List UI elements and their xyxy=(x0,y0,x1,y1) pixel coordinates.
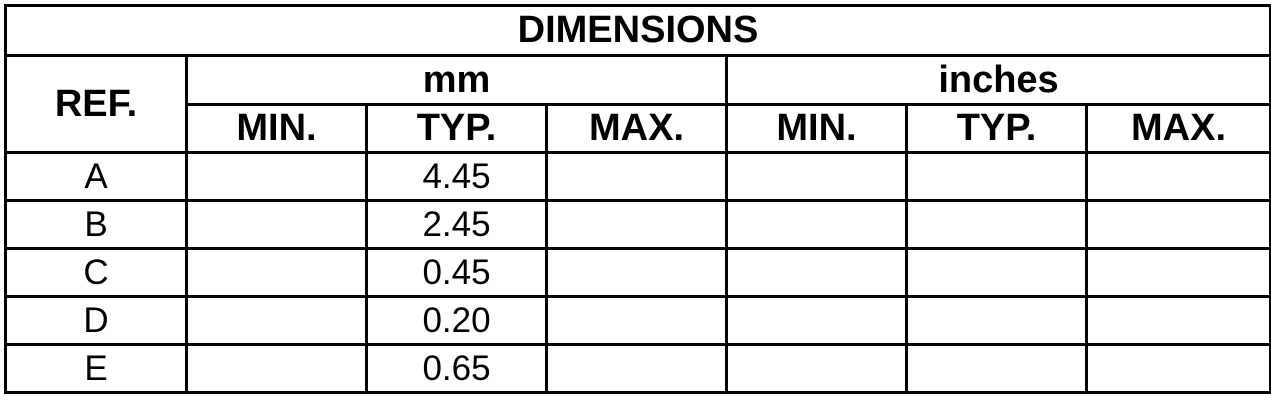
cell-mm-max xyxy=(545,247,728,298)
mm-typ-header: TYP. xyxy=(365,103,548,154)
inch-min-header: MIN. xyxy=(725,103,908,154)
cell-mm-max xyxy=(545,199,728,250)
cell-ref: B xyxy=(4,199,188,250)
table-row: B 2.45 xyxy=(4,199,1271,250)
inches-header: inches xyxy=(724,54,1271,106)
cell-mm-min xyxy=(185,343,368,394)
cell-mm-min xyxy=(185,199,368,250)
cell-in-min xyxy=(725,199,908,250)
table-row: D 0.20 xyxy=(4,295,1271,346)
cell-ref: C xyxy=(4,247,188,298)
cell-in-max xyxy=(1084,295,1271,346)
cell-mm-typ: 2.45 xyxy=(365,199,548,250)
cell-mm-typ: 4.45 xyxy=(365,151,548,202)
cell-in-typ xyxy=(905,295,1088,346)
cell-mm-min xyxy=(185,247,368,298)
table-row: A 4.45 xyxy=(4,151,1271,202)
table-row: C 0.45 xyxy=(4,247,1271,298)
mm-header: mm xyxy=(185,54,728,106)
cell-mm-min xyxy=(185,295,368,346)
cell-in-min xyxy=(725,295,908,346)
cell-in-max xyxy=(1084,199,1271,250)
cell-mm-typ: 0.20 xyxy=(365,295,548,346)
table-title: DIMENSIONS xyxy=(3,4,1271,57)
cell-mm-min xyxy=(185,151,368,202)
cell-in-min xyxy=(725,151,908,202)
cell-in-max xyxy=(1084,343,1271,394)
cell-in-typ xyxy=(905,199,1088,250)
cell-in-typ xyxy=(905,151,1088,202)
cell-in-typ xyxy=(905,343,1088,394)
inch-max-header: MAX. xyxy=(1084,103,1271,154)
cell-mm-max xyxy=(545,343,728,394)
ref-header: REF. xyxy=(4,54,188,154)
cell-mm-typ: 0.65 xyxy=(365,343,548,394)
mm-max-header: MAX. xyxy=(545,103,728,154)
cell-in-min xyxy=(725,247,908,298)
cell-mm-max xyxy=(545,151,728,202)
cell-in-typ xyxy=(905,247,1088,298)
cell-ref: A xyxy=(4,151,188,202)
dimensions-table: DIMENSIONS REF. mm inches MIN. TYP. MAX.… xyxy=(3,4,1271,394)
table-row: E 0.65 xyxy=(4,343,1271,394)
mm-min-header: MIN. xyxy=(185,103,368,154)
cell-in-max xyxy=(1084,151,1271,202)
cell-mm-typ: 0.45 xyxy=(365,247,548,298)
cell-in-min xyxy=(725,343,908,394)
cell-ref: E xyxy=(4,343,188,394)
inch-typ-header: TYP. xyxy=(905,103,1088,154)
cell-mm-max xyxy=(545,295,728,346)
cell-ref: D xyxy=(4,295,188,346)
cell-in-max xyxy=(1084,247,1271,298)
